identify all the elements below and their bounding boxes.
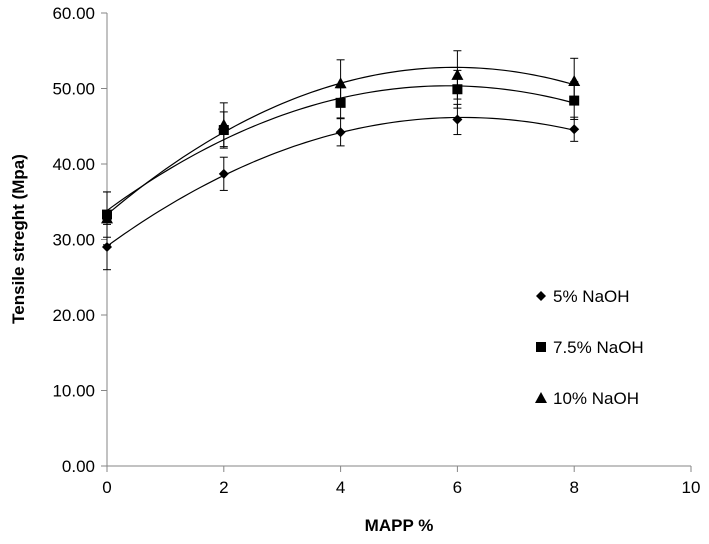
data-point bbox=[217, 118, 230, 130]
legend-marker bbox=[535, 392, 547, 403]
legend-label: 10% NaOH bbox=[553, 389, 639, 408]
x-tick-label: 6 bbox=[453, 478, 462, 497]
legend-label: 5% NaOH bbox=[553, 287, 630, 306]
x-tick-label: 4 bbox=[336, 478, 345, 497]
series-2 bbox=[101, 50, 581, 246]
data-point bbox=[334, 77, 347, 89]
y-tick-label: 30.00 bbox=[52, 231, 95, 250]
y-tick-label: 0.00 bbox=[62, 457, 95, 476]
y-tick-label: 20.00 bbox=[52, 306, 95, 325]
x-tick-label: 10 bbox=[682, 478, 701, 497]
y-tick-label: 40.00 bbox=[52, 155, 95, 174]
x-tick-label: 8 bbox=[569, 478, 578, 497]
legend-marker bbox=[536, 342, 546, 352]
data-point bbox=[569, 124, 580, 135]
data-point bbox=[451, 68, 464, 80]
data-point bbox=[101, 212, 113, 224]
series-0 bbox=[102, 103, 580, 271]
legend-marker bbox=[536, 291, 546, 301]
axes: 0.00 10.00 20.00 30.00 40.00 50.00 60.00 0 2 4 6 8 1… bbox=[52, 4, 700, 497]
data-point bbox=[568, 74, 581, 86]
y-tick-label: 50.00 bbox=[52, 80, 95, 99]
legend-label: 7.5% NaOH bbox=[553, 338, 644, 357]
x-axis-title: MAPP % bbox=[365, 516, 434, 535]
y-axis-title: Tensile streght (Mpa) bbox=[9, 154, 28, 324]
y-tick-label: 60.00 bbox=[52, 4, 95, 23]
data-point bbox=[218, 168, 229, 179]
data-point bbox=[335, 127, 346, 138]
x-tick-label: 2 bbox=[219, 478, 228, 497]
plot-area bbox=[101, 50, 581, 271]
y-tick-label: 10.00 bbox=[52, 382, 95, 401]
legend: 5% NaOH 7.5% NaOH 10% NaOH bbox=[535, 287, 644, 408]
data-point bbox=[452, 114, 463, 125]
x-tick-label: 0 bbox=[102, 478, 111, 497]
